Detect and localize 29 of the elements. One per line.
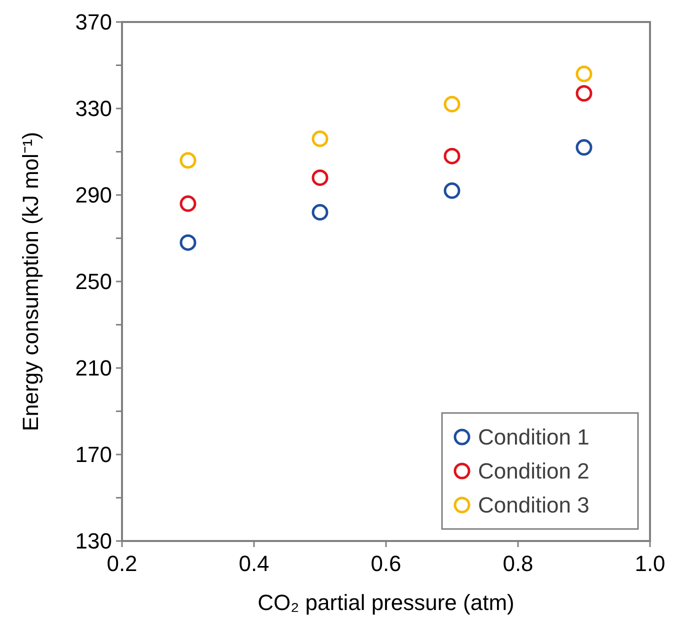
x-tick-label: 0.6 xyxy=(370,551,402,576)
point xyxy=(180,152,196,169)
point xyxy=(576,139,592,156)
x-tick-label: 0.4 xyxy=(238,551,270,576)
point xyxy=(444,96,460,112)
point xyxy=(180,234,196,251)
x-tick-label: 0.2 xyxy=(106,551,138,576)
point xyxy=(312,130,328,148)
point xyxy=(444,182,460,199)
legend-label: Condition 3 xyxy=(478,492,590,518)
point xyxy=(312,169,328,186)
x-axis-title: CO₂ partial pressure (atm) xyxy=(258,590,514,615)
legend-label: Condition 2 xyxy=(478,458,590,484)
y-tick-label: 170 xyxy=(75,442,112,468)
x-tick-label: 0.8 xyxy=(502,551,534,576)
point xyxy=(576,85,592,102)
y-axis-title: Energy consumption (kJ mol⁻¹) xyxy=(18,132,43,432)
y-tick-label: 330 xyxy=(75,96,112,122)
point xyxy=(576,66,592,82)
point xyxy=(180,195,196,212)
x-tick-label: 1.0 xyxy=(634,551,666,576)
y-tick-label: 370 xyxy=(75,10,112,35)
y-tick-label: 250 xyxy=(75,269,112,294)
y-tick-label: 130 xyxy=(75,528,112,554)
y-tick-label: 290 xyxy=(75,182,112,208)
y-tick-label: 210 xyxy=(75,356,112,381)
legend-label: Condition 1 xyxy=(478,424,590,450)
point xyxy=(444,148,460,164)
point xyxy=(312,204,328,221)
